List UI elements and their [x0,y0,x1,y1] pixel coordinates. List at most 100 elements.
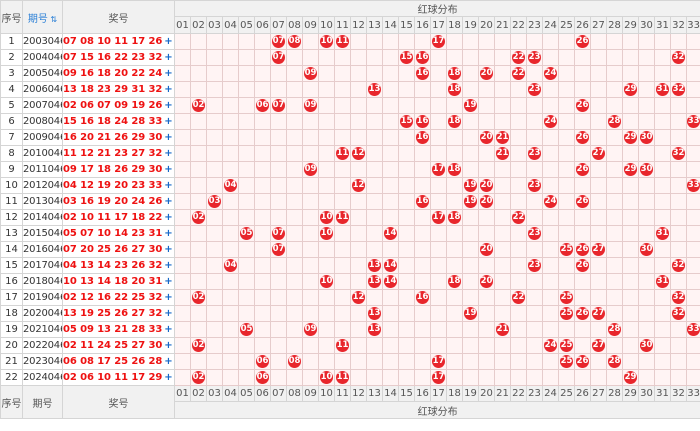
red-ball[interactable]: 30 [640,163,653,176]
column-header-01[interactable]: 01 [174,385,191,402]
row-issue[interactable]: 2016046 [22,241,63,258]
red-ball[interactable]: 26 [576,355,589,368]
column-header-11[interactable]: 11 [334,16,351,34]
red-ball[interactable]: 18 [448,115,461,128]
column-header-32[interactable]: 32 [670,385,687,402]
row-issue[interactable]: 2009046 [22,129,63,146]
red-ball[interactable]: 29 [624,371,637,384]
column-header-29[interactable]: 29 [622,385,639,402]
column-header-23[interactable]: 23 [526,385,543,402]
column-header-28[interactable]: 28 [606,16,623,34]
red-ball[interactable]: 16 [416,195,429,208]
column-header-10[interactable]: 10 [318,385,335,402]
column-header-20[interactable]: 20 [478,16,495,34]
red-ball[interactable]: 28 [608,323,621,336]
column-header-17[interactable]: 17 [430,385,447,402]
red-ball[interactable]: 07 [272,51,285,64]
row-issue[interactable]: 2010046 [22,145,63,162]
column-header-12[interactable]: 12 [350,16,367,34]
red-ball[interactable]: 18 [448,211,461,224]
row-issue[interactable]: 2019046 [22,289,63,306]
red-ball[interactable]: 26 [576,243,589,256]
column-header-21[interactable]: 21 [494,16,511,34]
column-header-33[interactable]: 33 [685,16,700,34]
red-ball[interactable]: 32 [672,307,685,320]
red-ball[interactable]: 13 [368,83,381,96]
column-header-26[interactable]: 26 [574,16,591,34]
red-ball[interactable]: 02 [192,211,205,224]
column-header-16[interactable]: 16 [414,16,431,34]
red-ball[interactable]: 14 [384,227,397,240]
column-header-02[interactable]: 02 [190,385,207,402]
red-ball[interactable]: 26 [576,35,589,48]
red-ball[interactable]: 26 [576,163,589,176]
column-header-06[interactable]: 06 [254,16,271,34]
red-ball[interactable]: 23 [528,83,541,96]
column-header-21[interactable]: 21 [494,385,511,402]
red-ball[interactable]: 23 [528,147,541,160]
red-ball[interactable]: 05 [240,227,253,240]
red-ball[interactable]: 32 [672,147,685,160]
red-ball[interactable]: 29 [624,163,637,176]
red-ball[interactable]: 21 [496,131,509,144]
red-ball[interactable]: 15 [400,51,413,64]
red-ball[interactable]: 26 [576,131,589,144]
red-ball[interactable]: 33 [687,323,700,336]
column-header-13[interactable]: 13 [366,16,383,34]
column-header-22[interactable]: 22 [510,385,527,402]
red-ball[interactable]: 30 [640,339,653,352]
red-ball[interactable]: 28 [608,355,621,368]
column-header-14[interactable]: 14 [382,385,399,402]
red-ball[interactable]: 02 [192,371,205,384]
column-header-04[interactable]: 04 [222,16,239,34]
red-ball[interactable]: 29 [624,83,637,96]
red-ball[interactable]: 23 [528,227,541,240]
red-ball[interactable]: 11 [336,371,349,384]
red-ball[interactable]: 09 [304,67,317,80]
column-header-17[interactable]: 17 [430,16,447,34]
red-ball[interactable]: 16 [416,131,429,144]
sort-icon[interactable]: ⇅ [47,14,58,24]
red-ball[interactable]: 23 [528,51,541,64]
red-ball[interactable]: 26 [576,307,589,320]
column-header-03[interactable]: 03 [206,16,223,34]
row-issue[interactable]: 2006046 [22,81,63,98]
red-ball[interactable]: 08 [288,355,301,368]
red-ball[interactable]: 30 [640,131,653,144]
red-ball[interactable]: 23 [528,259,541,272]
red-ball[interactable]: 24 [544,195,557,208]
column-header-13[interactable]: 13 [366,385,383,402]
red-ball[interactable]: 10 [320,35,333,48]
red-ball[interactable]: 15 [400,115,413,128]
red-ball[interactable]: 33 [687,115,700,128]
red-ball[interactable]: 16 [416,115,429,128]
red-ball[interactable]: 12 [352,179,365,192]
red-ball[interactable]: 26 [576,99,589,112]
red-ball[interactable]: 19 [464,307,477,320]
seq-header[interactable]: 序号 [0,385,23,419]
red-ball[interactable]: 32 [672,291,685,304]
red-ball[interactable]: 19 [464,99,477,112]
column-header-19[interactable]: 19 [462,385,479,402]
row-issue[interactable]: 2022046 [22,337,63,354]
seq-header[interactable]: 序号 [0,0,23,34]
red-ball[interactable]: 31 [656,83,669,96]
column-header-25[interactable]: 25 [558,385,575,402]
red-ball[interactable]: 13 [368,307,381,320]
red-ball[interactable]: 20 [480,243,493,256]
column-header-15[interactable]: 15 [398,16,415,34]
red-ball[interactable]: 19 [464,195,477,208]
red-ball[interactable]: 13 [368,323,381,336]
red-ball[interactable]: 23 [528,179,541,192]
red-ball[interactable]: 16 [416,51,429,64]
red-ball[interactable]: 10 [320,371,333,384]
red-ball[interactable]: 12 [352,291,365,304]
red-ball[interactable]: 31 [656,275,669,288]
column-header-06[interactable]: 06 [254,385,271,402]
red-ball[interactable]: 05 [240,323,253,336]
column-header-22[interactable]: 22 [510,16,527,34]
column-header-02[interactable]: 02 [190,16,207,34]
red-ball[interactable]: 14 [384,259,397,272]
red-ball[interactable]: 17 [432,371,445,384]
red-ball[interactable]: 11 [336,339,349,352]
